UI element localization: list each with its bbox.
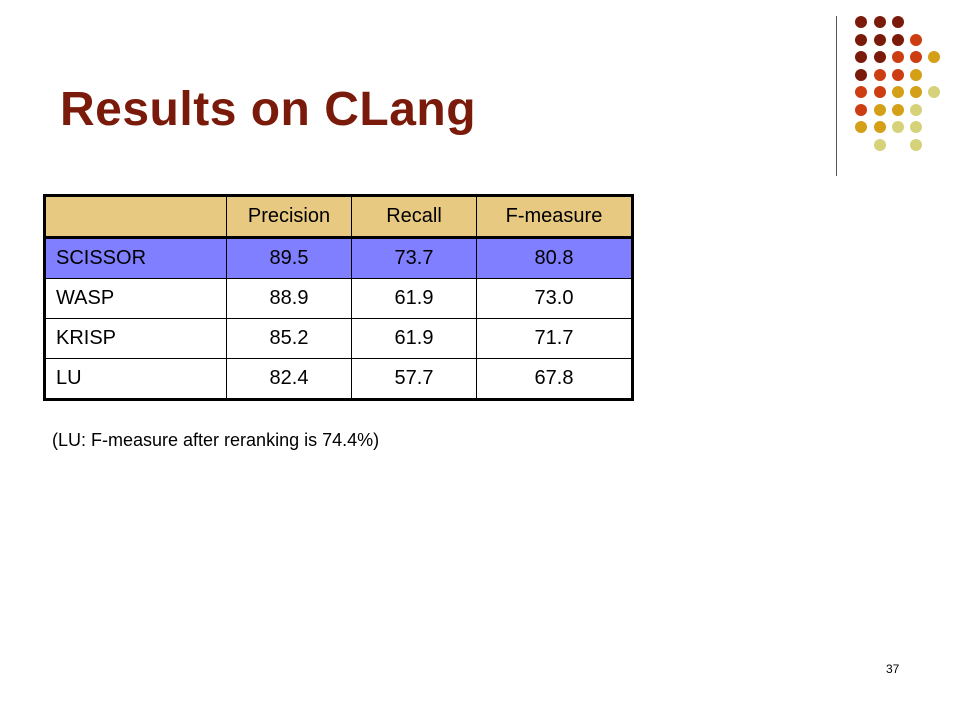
f-measure-cell: 71.7 [476, 318, 633, 359]
system-name-cell: SCISSOR [44, 237, 227, 279]
header-cell-system [44, 195, 227, 239]
f-measure-cell: 67.8 [476, 358, 633, 400]
system-name-cell: LU [44, 358, 227, 400]
table-header-row: Precision Recall F-measure [44, 195, 633, 239]
results-table: Precision Recall F-measure SCISSOR 89.5 … [43, 194, 634, 401]
page-number: 37 [886, 662, 900, 676]
precision-cell: 88.9 [226, 278, 352, 319]
recall-cell: 61.9 [351, 318, 477, 359]
table-row-krisp: KRISP 85.2 61.9 71.7 [44, 318, 633, 359]
decorative-divider-line [836, 16, 837, 176]
slide-title: Results on CLang [60, 83, 477, 136]
recall-cell: 73.7 [351, 237, 477, 279]
precision-cell: 82.4 [226, 358, 352, 400]
system-name-cell: KRISP [44, 318, 227, 359]
table-row-lu: LU 82.4 57.7 67.8 [44, 358, 633, 400]
table-row-scissor: SCISSOR 89.5 73.7 80.8 [44, 237, 633, 279]
header-cell-precision: Precision [226, 195, 352, 239]
system-name-cell: WASP [44, 278, 227, 319]
header-cell-f-measure: F-measure [476, 195, 633, 239]
recall-cell: 57.7 [351, 358, 477, 400]
header-cell-recall: Recall [351, 195, 477, 239]
precision-cell: 85.2 [226, 318, 352, 359]
reranking-note: (LU: F-measure after reranking is 74.4%) [52, 430, 380, 450]
f-measure-cell: 73.0 [476, 278, 633, 319]
precision-cell: 89.5 [226, 237, 352, 279]
recall-cell: 61.9 [351, 278, 477, 319]
table-row-wasp: WASP 88.9 61.9 73.0 [44, 278, 633, 319]
f-measure-cell: 80.8 [476, 237, 633, 279]
